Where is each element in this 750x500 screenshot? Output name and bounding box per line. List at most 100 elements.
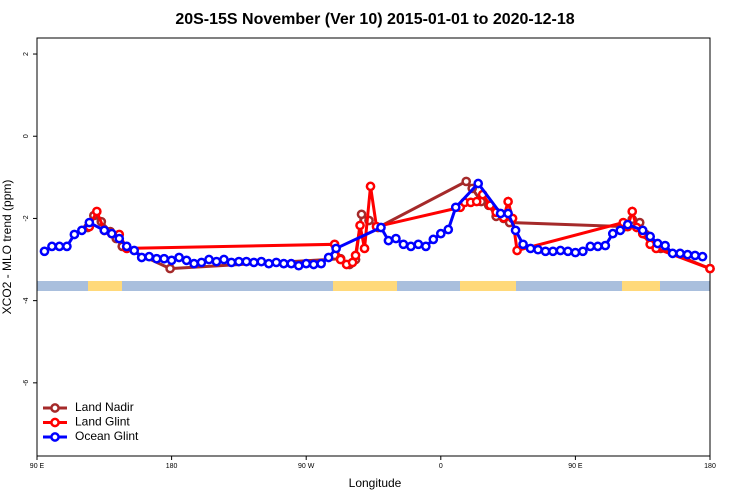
data-point (121, 241, 132, 252)
data-point (356, 209, 367, 220)
data-point (473, 178, 484, 189)
land-ocean-strip (37, 281, 710, 291)
data-point (428, 234, 439, 245)
data-point (84, 217, 95, 228)
data-point (196, 257, 207, 268)
data-point (510, 225, 521, 236)
y-axis-label: XCO2 - MLO trend (ppm) (0, 180, 14, 315)
legend-marker (50, 432, 60, 442)
data-point (570, 247, 581, 258)
data-point (226, 257, 237, 268)
data-point (308, 259, 319, 270)
x-tick-label: 0 (439, 463, 443, 470)
data-point (99, 225, 110, 236)
x-tick-label: 90 E (30, 463, 45, 470)
y-tick-label: 0 (23, 134, 30, 138)
y-tick-label: -6 (23, 380, 30, 386)
data-point (144, 251, 155, 262)
legend-label: Land Glint (75, 415, 130, 429)
data-point (600, 240, 611, 251)
data-point (391, 233, 401, 244)
data-point (365, 181, 376, 192)
data-point (301, 258, 312, 269)
data-point (350, 250, 361, 261)
data-point (533, 244, 543, 255)
data-point (189, 258, 199, 269)
data-point (69, 229, 80, 240)
x-axis-label: Longitude (349, 476, 402, 490)
data-point (406, 241, 416, 252)
data-point (106, 228, 117, 239)
data-point (166, 255, 177, 266)
land-segment (333, 281, 397, 291)
data-point (211, 256, 222, 267)
data-point (503, 208, 513, 219)
data-point (622, 219, 633, 230)
data-point (335, 254, 346, 265)
data-point (512, 245, 522, 256)
data-point (293, 260, 304, 271)
data-point (503, 196, 513, 207)
data-point (548, 246, 558, 257)
legend-marker (50, 403, 60, 413)
x-tick-label: 90 E (568, 463, 583, 470)
data-point (256, 256, 267, 267)
y-tick-label: -4 (23, 297, 30, 303)
data-point (690, 250, 700, 261)
data-point (607, 228, 618, 239)
data-point (359, 243, 370, 254)
data-point (355, 220, 365, 231)
x-tick-label: 180 (166, 463, 178, 470)
data-point (151, 253, 162, 264)
land-segment (88, 281, 122, 291)
data-point (592, 241, 603, 252)
y-tick-label: 2 (23, 52, 30, 56)
data-point (705, 263, 715, 274)
data-point (54, 241, 65, 252)
data-point (435, 228, 446, 239)
data-point (219, 254, 229, 265)
series (39, 178, 708, 271)
legend-label: Land Nadir (75, 400, 134, 414)
data-point (323, 252, 334, 263)
data-point (62, 241, 72, 252)
chart-title: 20S-15S November (Ver 10) 2015-01-01 to … (175, 11, 574, 28)
data-point (420, 241, 431, 252)
data-point (263, 258, 274, 269)
land-segment (460, 281, 516, 291)
y-tick-label: -2 (23, 215, 30, 221)
data-point (518, 239, 528, 250)
data-point (627, 206, 638, 217)
data-point (495, 208, 506, 219)
data-point (376, 222, 386, 233)
data-point (39, 246, 50, 257)
data-point (159, 253, 169, 264)
data-point (645, 231, 656, 242)
data-point (174, 252, 184, 263)
data-point (234, 256, 244, 267)
data-point (181, 255, 192, 266)
data-point (383, 235, 394, 246)
data-point (136, 252, 147, 263)
data-point (316, 258, 327, 269)
legend-label: Ocean Glint (75, 429, 139, 443)
data-point (652, 238, 663, 249)
data-point (204, 254, 214, 265)
data-point (471, 196, 482, 207)
data-point (682, 249, 693, 260)
data-point (585, 241, 596, 252)
data-point (249, 257, 259, 268)
data-point (271, 257, 282, 268)
data-point (91, 206, 102, 217)
data-point (114, 233, 125, 244)
data-point (241, 256, 252, 267)
data-point (47, 241, 57, 252)
data-point (413, 239, 424, 250)
data-point (286, 258, 297, 269)
data-point (461, 176, 472, 187)
data-point (578, 246, 588, 257)
data-point (555, 245, 566, 256)
data-point (637, 225, 648, 236)
